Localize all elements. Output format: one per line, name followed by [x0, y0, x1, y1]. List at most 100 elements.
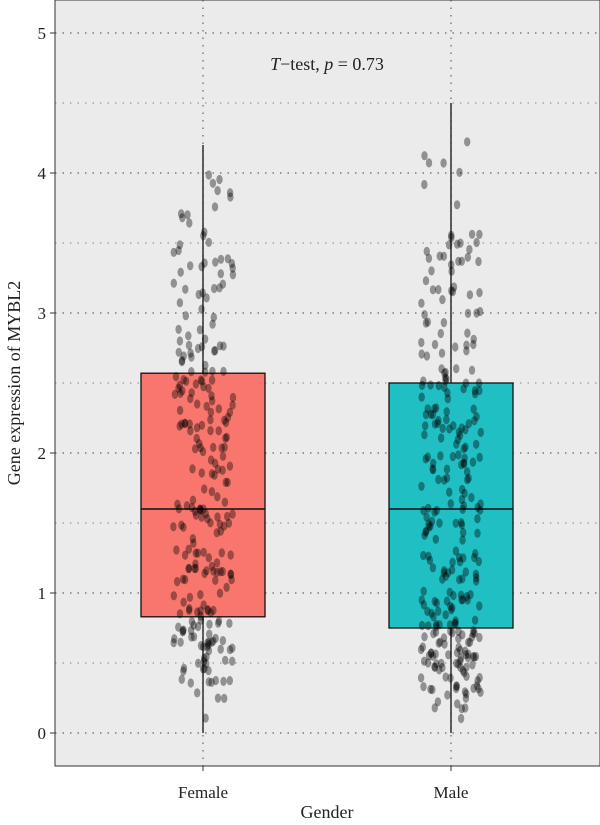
data-point: [420, 586, 427, 596]
data-point: [204, 605, 211, 615]
data-point: [227, 569, 235, 580]
data-point: [455, 427, 463, 437]
data-point: [460, 458, 467, 468]
data-point: [173, 545, 180, 555]
data-point: [199, 447, 207, 457]
x-axis-title: Gender: [301, 802, 354, 822]
jitter-points: [170, 137, 484, 724]
data-point: [222, 477, 229, 487]
data-point: [197, 375, 205, 385]
data-point: [210, 636, 217, 646]
data-point: [205, 383, 212, 393]
data-point: [201, 227, 208, 237]
data-point: [439, 423, 446, 433]
data-point: [177, 267, 184, 277]
data-point: [457, 645, 464, 655]
annotation-t: T: [270, 54, 282, 74]
data-point: [453, 681, 460, 691]
data-point: [214, 186, 221, 196]
data-point: [180, 666, 187, 676]
data-point: [429, 465, 437, 475]
data-point: [184, 210, 191, 220]
data-point: [171, 634, 178, 644]
data-point: [425, 651, 433, 661]
data-point: [202, 360, 209, 370]
data-point: [178, 357, 186, 367]
data-point: [443, 464, 451, 474]
data-point: [456, 430, 464, 440]
data-point: [176, 298, 184, 308]
data-point: [197, 606, 204, 616]
plot-panel: [54, 0, 600, 767]
data-point: [450, 590, 457, 601]
data-point: [178, 419, 185, 429]
data-point: [202, 509, 209, 519]
data-point: [198, 376, 206, 386]
data-point: [196, 504, 204, 515]
data-point: [194, 399, 201, 409]
data-point: [197, 641, 205, 651]
data-point: [178, 674, 185, 685]
data-point: [211, 283, 218, 294]
data-point: [423, 246, 430, 256]
data-point: [467, 590, 474, 600]
data-point: [442, 376, 449, 386]
data-point: [450, 282, 458, 292]
data-point: [176, 609, 184, 619]
data-point: [471, 386, 479, 396]
data-point: [454, 239, 461, 249]
data-point: [458, 423, 465, 433]
data-point: [219, 451, 227, 461]
data-point: [427, 409, 435, 419]
data-point: [201, 664, 208, 674]
data-point: [227, 569, 234, 579]
data-point: [421, 656, 428, 666]
data-point: [209, 319, 216, 329]
data-point: [179, 386, 186, 396]
data-point: [438, 348, 446, 358]
data-point: [473, 573, 480, 583]
data-point: [462, 425, 469, 435]
data-point: [462, 703, 469, 713]
data-point: [218, 443, 225, 453]
data-point: [217, 644, 224, 654]
y-axis: 0 1 2 3 4 5: [38, 24, 55, 743]
data-point: [472, 569, 480, 579]
data-point: [193, 433, 200, 444]
data-point: [431, 662, 439, 673]
data-point: [188, 632, 195, 642]
data-point: [468, 365, 476, 375]
data-point: [418, 595, 425, 605]
data-point: [192, 444, 199, 454]
data-point: [457, 662, 464, 673]
data-point: [431, 403, 438, 414]
box-male: [388, 103, 514, 733]
data-point: [459, 535, 466, 545]
data-point: [210, 605, 217, 616]
data-point: [471, 552, 478, 563]
data-point: [465, 637, 472, 648]
data-point: [190, 620, 197, 630]
data-point: [210, 312, 217, 322]
data-point: [176, 405, 184, 415]
data-point: [463, 467, 471, 477]
data-point: [442, 373, 449, 383]
data-point: [421, 151, 428, 161]
data-point: [464, 308, 472, 318]
boxes: [140, 103, 514, 733]
data-point: [205, 637, 212, 647]
data-point: [226, 618, 233, 629]
data-point: [208, 469, 216, 479]
data-point: [463, 671, 470, 682]
data-point: [226, 676, 233, 686]
data-point: [188, 352, 195, 362]
data-point: [224, 254, 232, 264]
data-point: [199, 288, 206, 298]
data-point: [221, 442, 228, 452]
y-tick-label: 5: [38, 24, 47, 43]
data-point: [456, 575, 463, 585]
data-point: [435, 638, 442, 648]
data-point: [458, 518, 465, 528]
data-point: [457, 713, 465, 724]
data-point: [441, 639, 448, 649]
